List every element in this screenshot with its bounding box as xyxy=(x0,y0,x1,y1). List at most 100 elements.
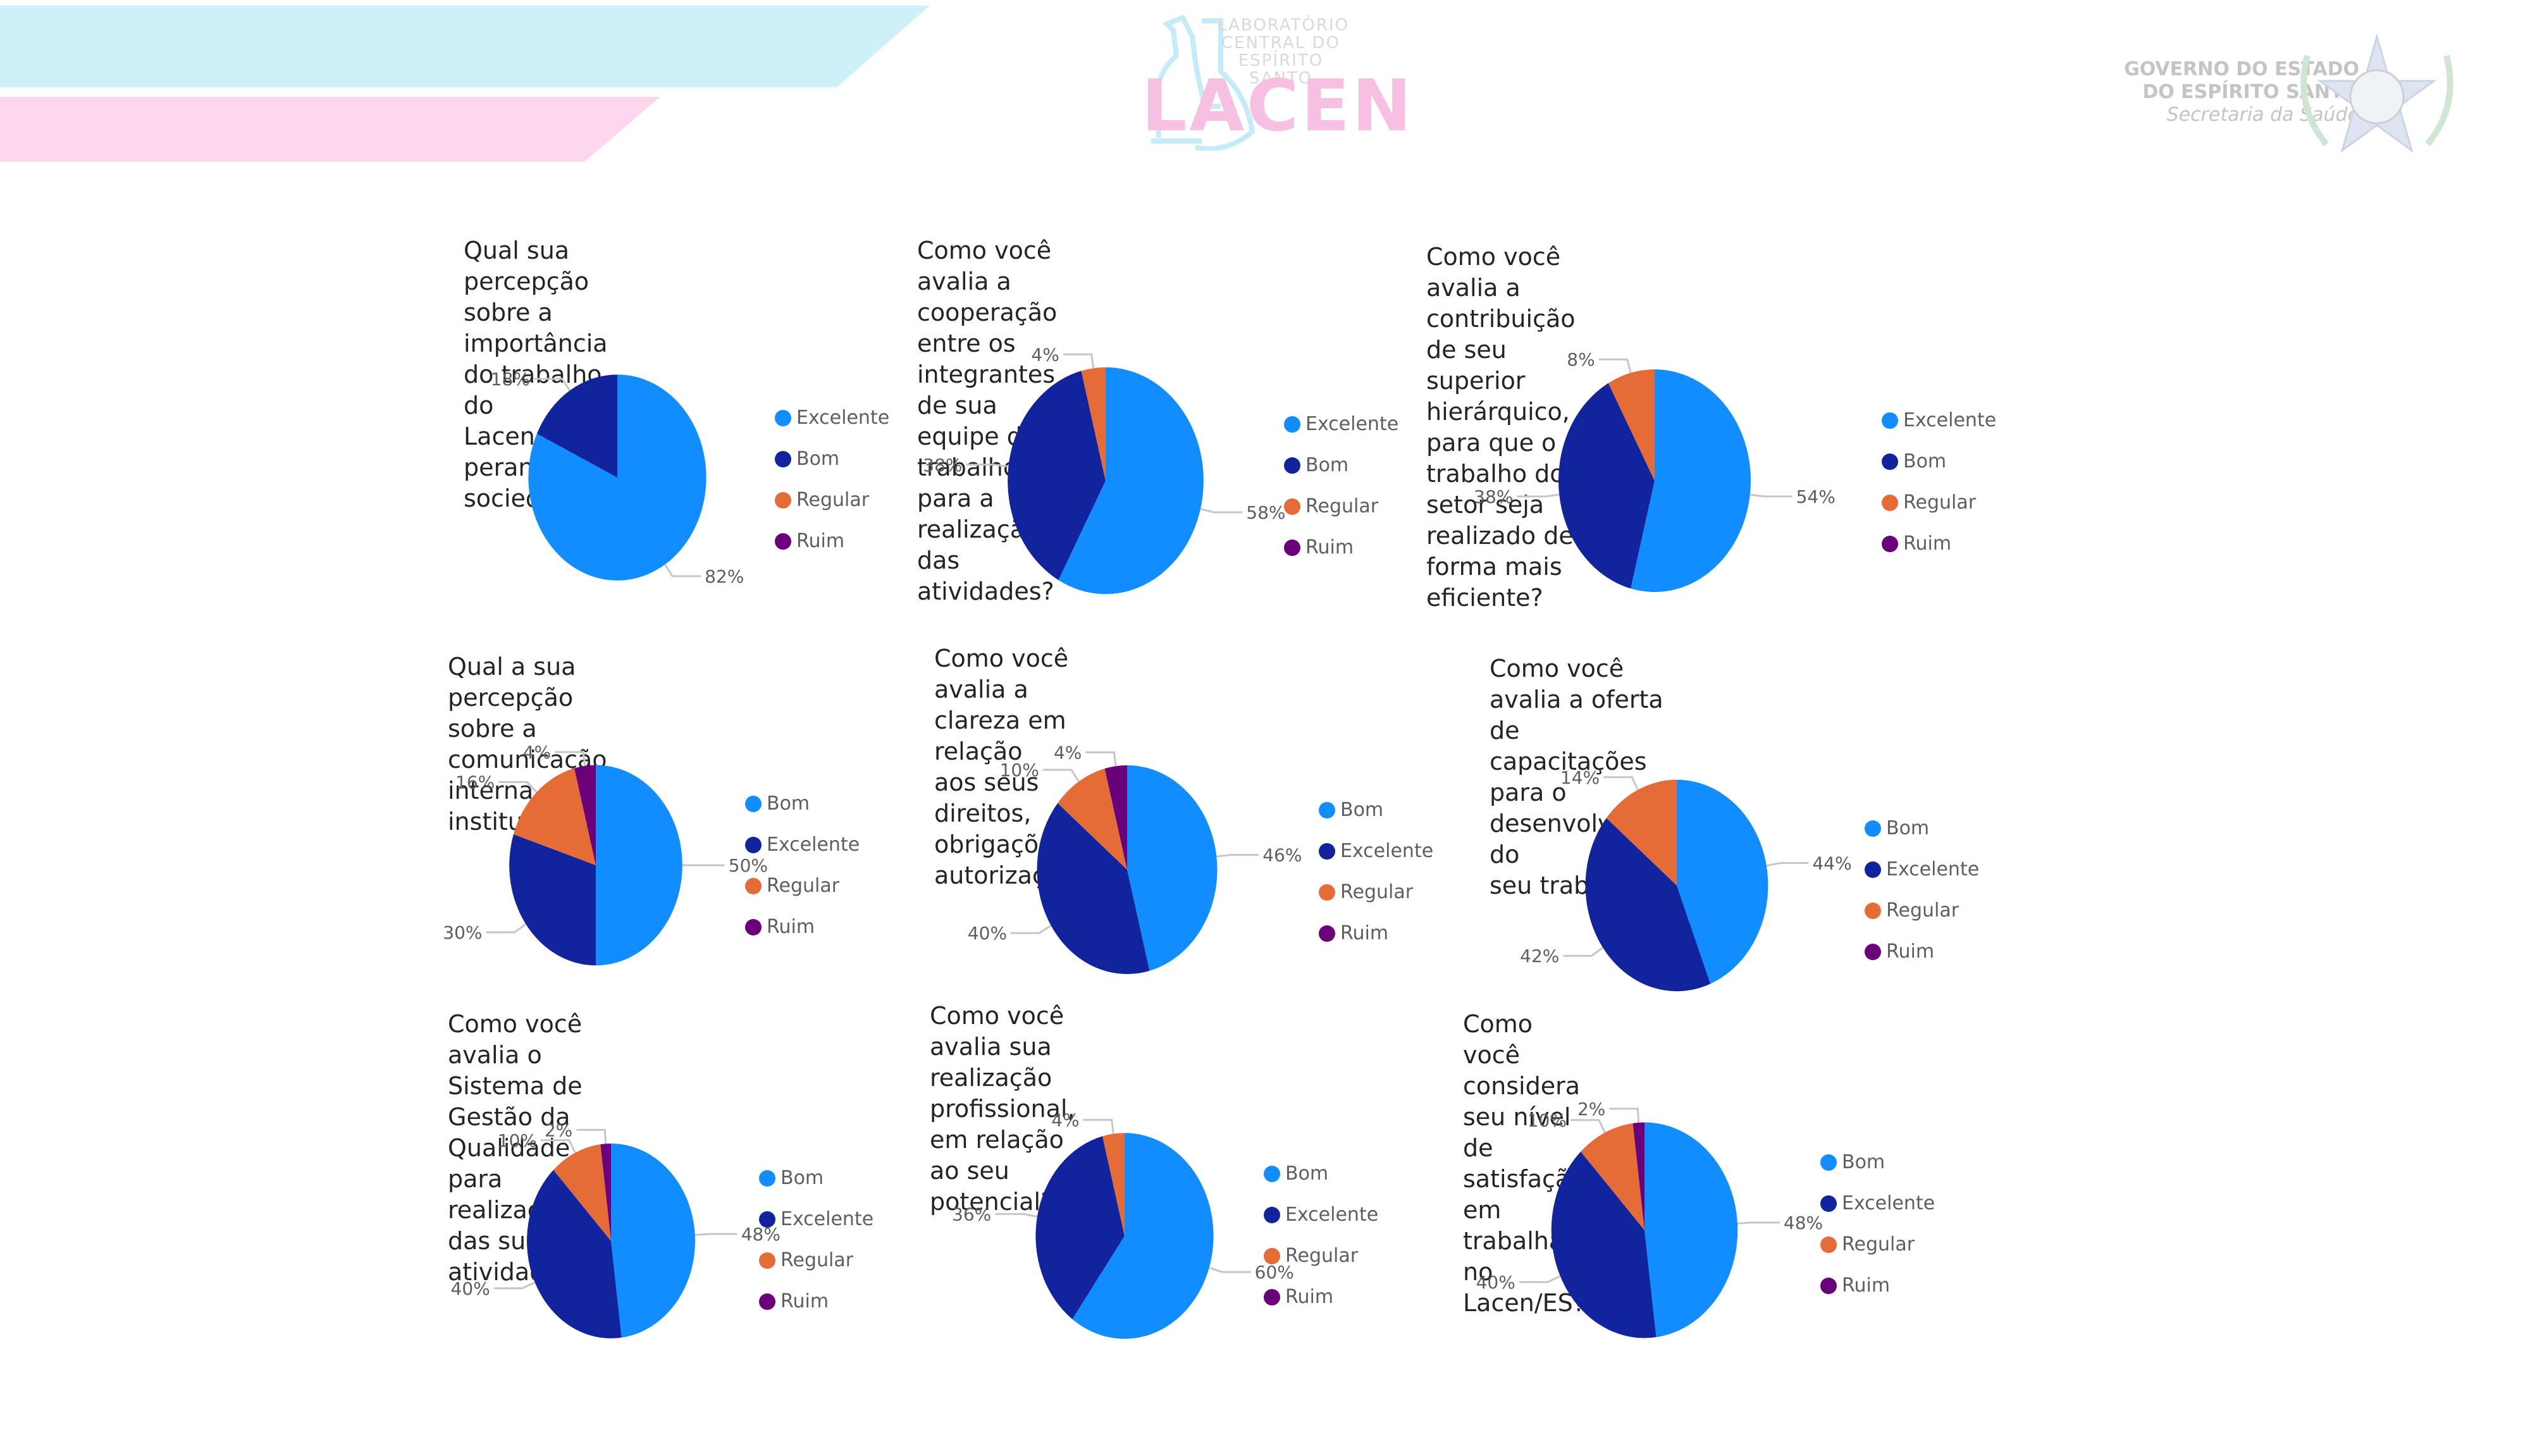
legend-dot-icon xyxy=(1319,925,1335,942)
legend-item-ruim[interactable]: Ruim xyxy=(1319,913,1433,954)
legend-item-bom[interactable]: Bom xyxy=(1284,445,1398,486)
legend-label: Excelente xyxy=(781,1208,874,1230)
legend-item-regular[interactable]: Regular xyxy=(1264,1235,1378,1276)
legend-item-excelente[interactable]: Excelente xyxy=(1820,1183,1935,1224)
pie-slice-excelente[interactable] xyxy=(526,1169,622,1338)
legend-item-bom[interactable]: Bom xyxy=(1820,1142,1935,1183)
data-label: 40% xyxy=(451,1278,490,1299)
chart-legend: Bom Excelente Regular Ruim xyxy=(1264,1153,1378,1317)
pie-slice-regular[interactable] xyxy=(553,1144,611,1241)
legend-item-bom[interactable]: Bom xyxy=(759,1157,873,1199)
legend-dot-icon xyxy=(759,1252,775,1269)
legend-dot-icon xyxy=(1865,861,1881,878)
legend-item-bom[interactable]: Bom xyxy=(1319,789,1433,830)
legend-item-ruim[interactable]: Ruim xyxy=(1865,931,1979,972)
legend-dot-icon xyxy=(1319,884,1335,901)
legend-item-bom[interactable]: Bom xyxy=(775,438,889,479)
legend-item-regular[interactable]: Regular xyxy=(775,479,889,521)
pie-slice-ruim[interactable] xyxy=(574,765,596,865)
legend-item-ruim[interactable]: Ruim xyxy=(759,1281,873,1322)
pie-slice-regular[interactable] xyxy=(1581,1123,1644,1230)
legend-item-regular[interactable]: Regular xyxy=(1284,486,1398,527)
legend-item-regular[interactable]: Regular xyxy=(1820,1224,1935,1265)
legend-item-excelente[interactable]: Excelente xyxy=(775,397,889,438)
legend-item-ruim[interactable]: Ruim xyxy=(1820,1265,1935,1306)
pie-slice-regular[interactable] xyxy=(513,768,596,865)
legend-item-excelente[interactable]: Excelente xyxy=(1865,849,1979,890)
legend-dot-icon xyxy=(745,836,762,853)
pie-slice-ruim[interactable] xyxy=(1632,1122,1644,1231)
pie-chart: 48% 40% 10% 2% xyxy=(1476,1099,1823,1338)
pie-slice-bom[interactable] xyxy=(1677,779,1768,984)
legend-item-ruim[interactable]: Ruim xyxy=(1284,527,1398,568)
question-title: Como você avalia a clareza em relação ao… xyxy=(934,645,1101,889)
legend-item-excelente[interactable]: Excelente xyxy=(1264,1194,1378,1235)
legend-item-regular[interactable]: Regular xyxy=(759,1240,873,1281)
lacen-wordmark: LACEN xyxy=(1142,65,1414,147)
pie-slice-bom[interactable] xyxy=(1127,765,1218,971)
legend-item-bom[interactable]: Bom xyxy=(1882,441,1996,482)
legend-item-bom[interactable]: Bom xyxy=(1865,808,1979,849)
pie-slice-bom[interactable] xyxy=(611,1144,696,1338)
pie-slice-bom[interactable] xyxy=(1558,383,1655,589)
lacen-subtitle-line: ESPÍRITO SANTO xyxy=(1238,51,1324,88)
leader-line xyxy=(486,923,527,934)
pie-slice-bom[interactable] xyxy=(1008,371,1106,581)
legend-item-ruim[interactable]: Ruim xyxy=(745,906,860,947)
pie-slice-bom[interactable] xyxy=(1072,1133,1214,1339)
data-label: 8% xyxy=(1567,349,1595,370)
data-label: 4% xyxy=(1054,742,1082,763)
lacen-subtitle: LABORATÓRIO CENTRAL DO ESPÍRITO SANTO xyxy=(1218,16,1348,88)
leader-line xyxy=(1083,1119,1114,1134)
pie-slice-regular[interactable] xyxy=(1608,369,1655,481)
pie-slice-excelente[interactable] xyxy=(1058,367,1204,595)
leader-line xyxy=(966,464,1009,468)
pie-slice-regular[interactable] xyxy=(1102,1133,1125,1236)
legend-item-ruim[interactable]: Ruim xyxy=(1882,523,1996,564)
lacen-subtitle-line: CENTRAL DO xyxy=(1221,34,1340,52)
legend-item-ruim[interactable]: Ruim xyxy=(775,521,889,562)
pie-slice-excelente[interactable] xyxy=(1585,818,1711,992)
legend-item-regular[interactable]: Regular xyxy=(1319,872,1433,913)
pie-slice-excelente[interactable] xyxy=(1631,369,1751,592)
legend-item-bom[interactable]: Bom xyxy=(1264,1153,1378,1194)
legend-label: Excelente xyxy=(1886,858,1980,880)
legend-label: Ruim xyxy=(796,530,845,552)
legend-item-excelente[interactable]: Excelente xyxy=(759,1199,873,1240)
leader-line xyxy=(533,378,571,392)
pie-slice-regular[interactable] xyxy=(1606,779,1677,885)
pie-slice-ruim[interactable] xyxy=(1104,765,1127,870)
data-label: 30% xyxy=(443,922,482,943)
government-line: DO ESPÍRITO SANTO xyxy=(2142,81,2359,103)
data-label: 40% xyxy=(1476,1272,1515,1293)
legend-item-regular[interactable]: Regular xyxy=(1865,890,1979,931)
legend-item-excelente[interactable]: Excelente xyxy=(1319,830,1433,872)
legend-item-excelente[interactable]: Excelente xyxy=(1882,400,1996,441)
pie-chart: 82% 18% xyxy=(491,369,744,587)
pie-slice-bom[interactable] xyxy=(596,765,682,966)
pie-slice-regular[interactable] xyxy=(1081,367,1106,481)
pie-slice-excelente[interactable] xyxy=(1035,1136,1125,1319)
pie-slice-ruim[interactable] xyxy=(600,1144,611,1241)
legend-item-ruim[interactable]: Ruim xyxy=(1264,1276,1378,1317)
pie-slice-excelente[interactable] xyxy=(1551,1151,1657,1338)
pie-slice-excelente[interactable] xyxy=(1037,803,1150,974)
pie-chart: 48% 40% 10% 2% xyxy=(451,1120,781,1338)
legend-dot-icon xyxy=(1882,535,1898,552)
legend-item-excelente[interactable]: Excelente xyxy=(745,824,860,865)
leader-line xyxy=(1570,1119,1606,1133)
legend-dot-icon xyxy=(1865,820,1881,837)
legend-label: Bom xyxy=(781,1167,824,1189)
data-label: 4% xyxy=(1051,1110,1079,1131)
legend-label: Bom xyxy=(1285,1163,1329,1185)
pie-slice-excelente[interactable] xyxy=(509,834,596,966)
legend-item-regular[interactable]: Regular xyxy=(1882,482,1996,523)
legend-item-regular[interactable]: Regular xyxy=(745,865,860,906)
legend-item-bom[interactable]: Bom xyxy=(745,783,860,824)
data-label: 40% xyxy=(968,923,1007,944)
pie-slice-regular[interactable] xyxy=(1058,768,1127,870)
legend-item-excelente[interactable]: Excelente xyxy=(1284,404,1398,445)
pie-slice-bom[interactable] xyxy=(536,374,617,478)
pie-slice-bom[interactable] xyxy=(1644,1122,1738,1338)
government-line: GOVERNO DO ESTADO xyxy=(2124,58,2359,80)
